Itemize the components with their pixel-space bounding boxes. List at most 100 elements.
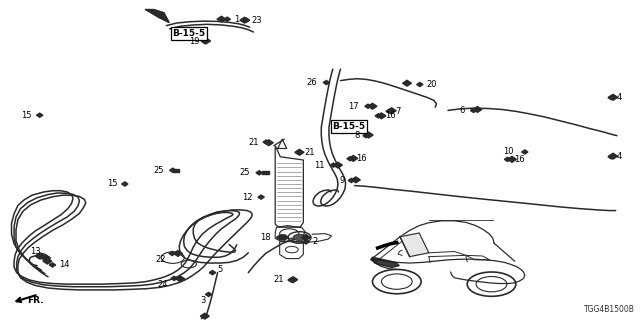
Polygon shape: [146, 10, 169, 22]
Text: TGG4B1500B: TGG4B1500B: [584, 305, 635, 314]
Text: 6: 6: [460, 106, 465, 115]
Bar: [173, 169, 179, 172]
Polygon shape: [400, 233, 429, 257]
Polygon shape: [243, 18, 250, 22]
Polygon shape: [363, 134, 369, 138]
Polygon shape: [176, 276, 185, 282]
Polygon shape: [351, 177, 360, 183]
Text: 15: 15: [107, 180, 117, 188]
Polygon shape: [217, 16, 226, 22]
Polygon shape: [347, 157, 353, 161]
Text: 12: 12: [242, 193, 252, 202]
Polygon shape: [608, 96, 614, 100]
Polygon shape: [202, 38, 211, 44]
Polygon shape: [43, 258, 52, 264]
Text: 9: 9: [340, 176, 345, 185]
Polygon shape: [263, 140, 269, 144]
Polygon shape: [224, 17, 230, 21]
Polygon shape: [288, 278, 294, 282]
Polygon shape: [173, 251, 182, 256]
Polygon shape: [323, 81, 330, 84]
Polygon shape: [295, 150, 301, 154]
Polygon shape: [333, 162, 342, 168]
Polygon shape: [256, 171, 262, 175]
Polygon shape: [200, 313, 209, 319]
Bar: [262, 171, 269, 174]
Polygon shape: [36, 113, 43, 117]
Polygon shape: [403, 80, 412, 86]
Text: 15: 15: [22, 111, 32, 120]
Text: 13: 13: [29, 247, 40, 256]
Text: 2: 2: [312, 237, 317, 246]
Polygon shape: [209, 271, 216, 275]
Polygon shape: [608, 155, 614, 159]
Polygon shape: [473, 107, 482, 112]
Text: 8: 8: [355, 131, 360, 140]
Polygon shape: [330, 163, 337, 167]
Polygon shape: [280, 235, 289, 240]
Text: 18: 18: [260, 233, 271, 242]
Polygon shape: [240, 17, 249, 23]
Polygon shape: [387, 108, 396, 114]
Text: 26: 26: [307, 78, 317, 87]
Text: 5: 5: [218, 265, 223, 274]
Text: FR.: FR.: [27, 296, 44, 305]
Polygon shape: [42, 255, 51, 261]
Polygon shape: [417, 83, 423, 86]
Polygon shape: [301, 235, 310, 240]
Text: 25: 25: [240, 168, 250, 177]
Polygon shape: [508, 156, 516, 162]
Polygon shape: [364, 132, 373, 138]
Polygon shape: [202, 40, 208, 44]
Polygon shape: [122, 182, 128, 186]
Text: 20: 20: [426, 80, 436, 89]
Text: 4: 4: [616, 93, 621, 102]
Text: 24: 24: [157, 280, 168, 289]
Polygon shape: [348, 179, 355, 182]
Text: 14: 14: [59, 260, 69, 269]
Polygon shape: [171, 276, 177, 280]
Polygon shape: [504, 157, 511, 161]
Polygon shape: [264, 140, 273, 146]
Polygon shape: [258, 195, 264, 199]
Text: 21: 21: [305, 148, 315, 157]
Text: 10: 10: [503, 148, 513, 156]
Text: 7: 7: [396, 107, 401, 116]
Polygon shape: [365, 104, 371, 108]
Polygon shape: [609, 94, 618, 100]
Polygon shape: [386, 109, 392, 113]
Text: B-15-5: B-15-5: [332, 122, 365, 131]
Polygon shape: [295, 149, 304, 155]
Polygon shape: [375, 114, 381, 118]
Text: B-15-5: B-15-5: [172, 29, 205, 38]
Polygon shape: [40, 255, 47, 259]
Text: 23: 23: [252, 16, 262, 25]
Text: 21: 21: [248, 138, 259, 147]
Polygon shape: [522, 150, 528, 154]
Polygon shape: [169, 252, 175, 255]
Polygon shape: [349, 156, 358, 161]
Text: 3: 3: [200, 296, 205, 305]
Polygon shape: [368, 103, 377, 109]
Polygon shape: [205, 292, 212, 296]
Polygon shape: [277, 235, 286, 240]
Circle shape: [293, 234, 306, 241]
Text: 11: 11: [314, 161, 324, 170]
Polygon shape: [49, 263, 56, 267]
Text: 21: 21: [273, 276, 284, 284]
Text: 17: 17: [348, 102, 359, 111]
Polygon shape: [289, 277, 298, 283]
Text: 22: 22: [156, 255, 166, 264]
Polygon shape: [371, 257, 399, 268]
Polygon shape: [303, 240, 309, 244]
Text: 16: 16: [385, 111, 396, 120]
Polygon shape: [377, 113, 386, 119]
Polygon shape: [35, 253, 44, 259]
Text: 19: 19: [189, 37, 200, 46]
Text: 1: 1: [234, 15, 239, 24]
Polygon shape: [170, 168, 176, 172]
Text: 4: 4: [616, 152, 621, 161]
Text: 25: 25: [154, 166, 164, 175]
Polygon shape: [470, 108, 477, 112]
Text: 16: 16: [514, 155, 525, 164]
